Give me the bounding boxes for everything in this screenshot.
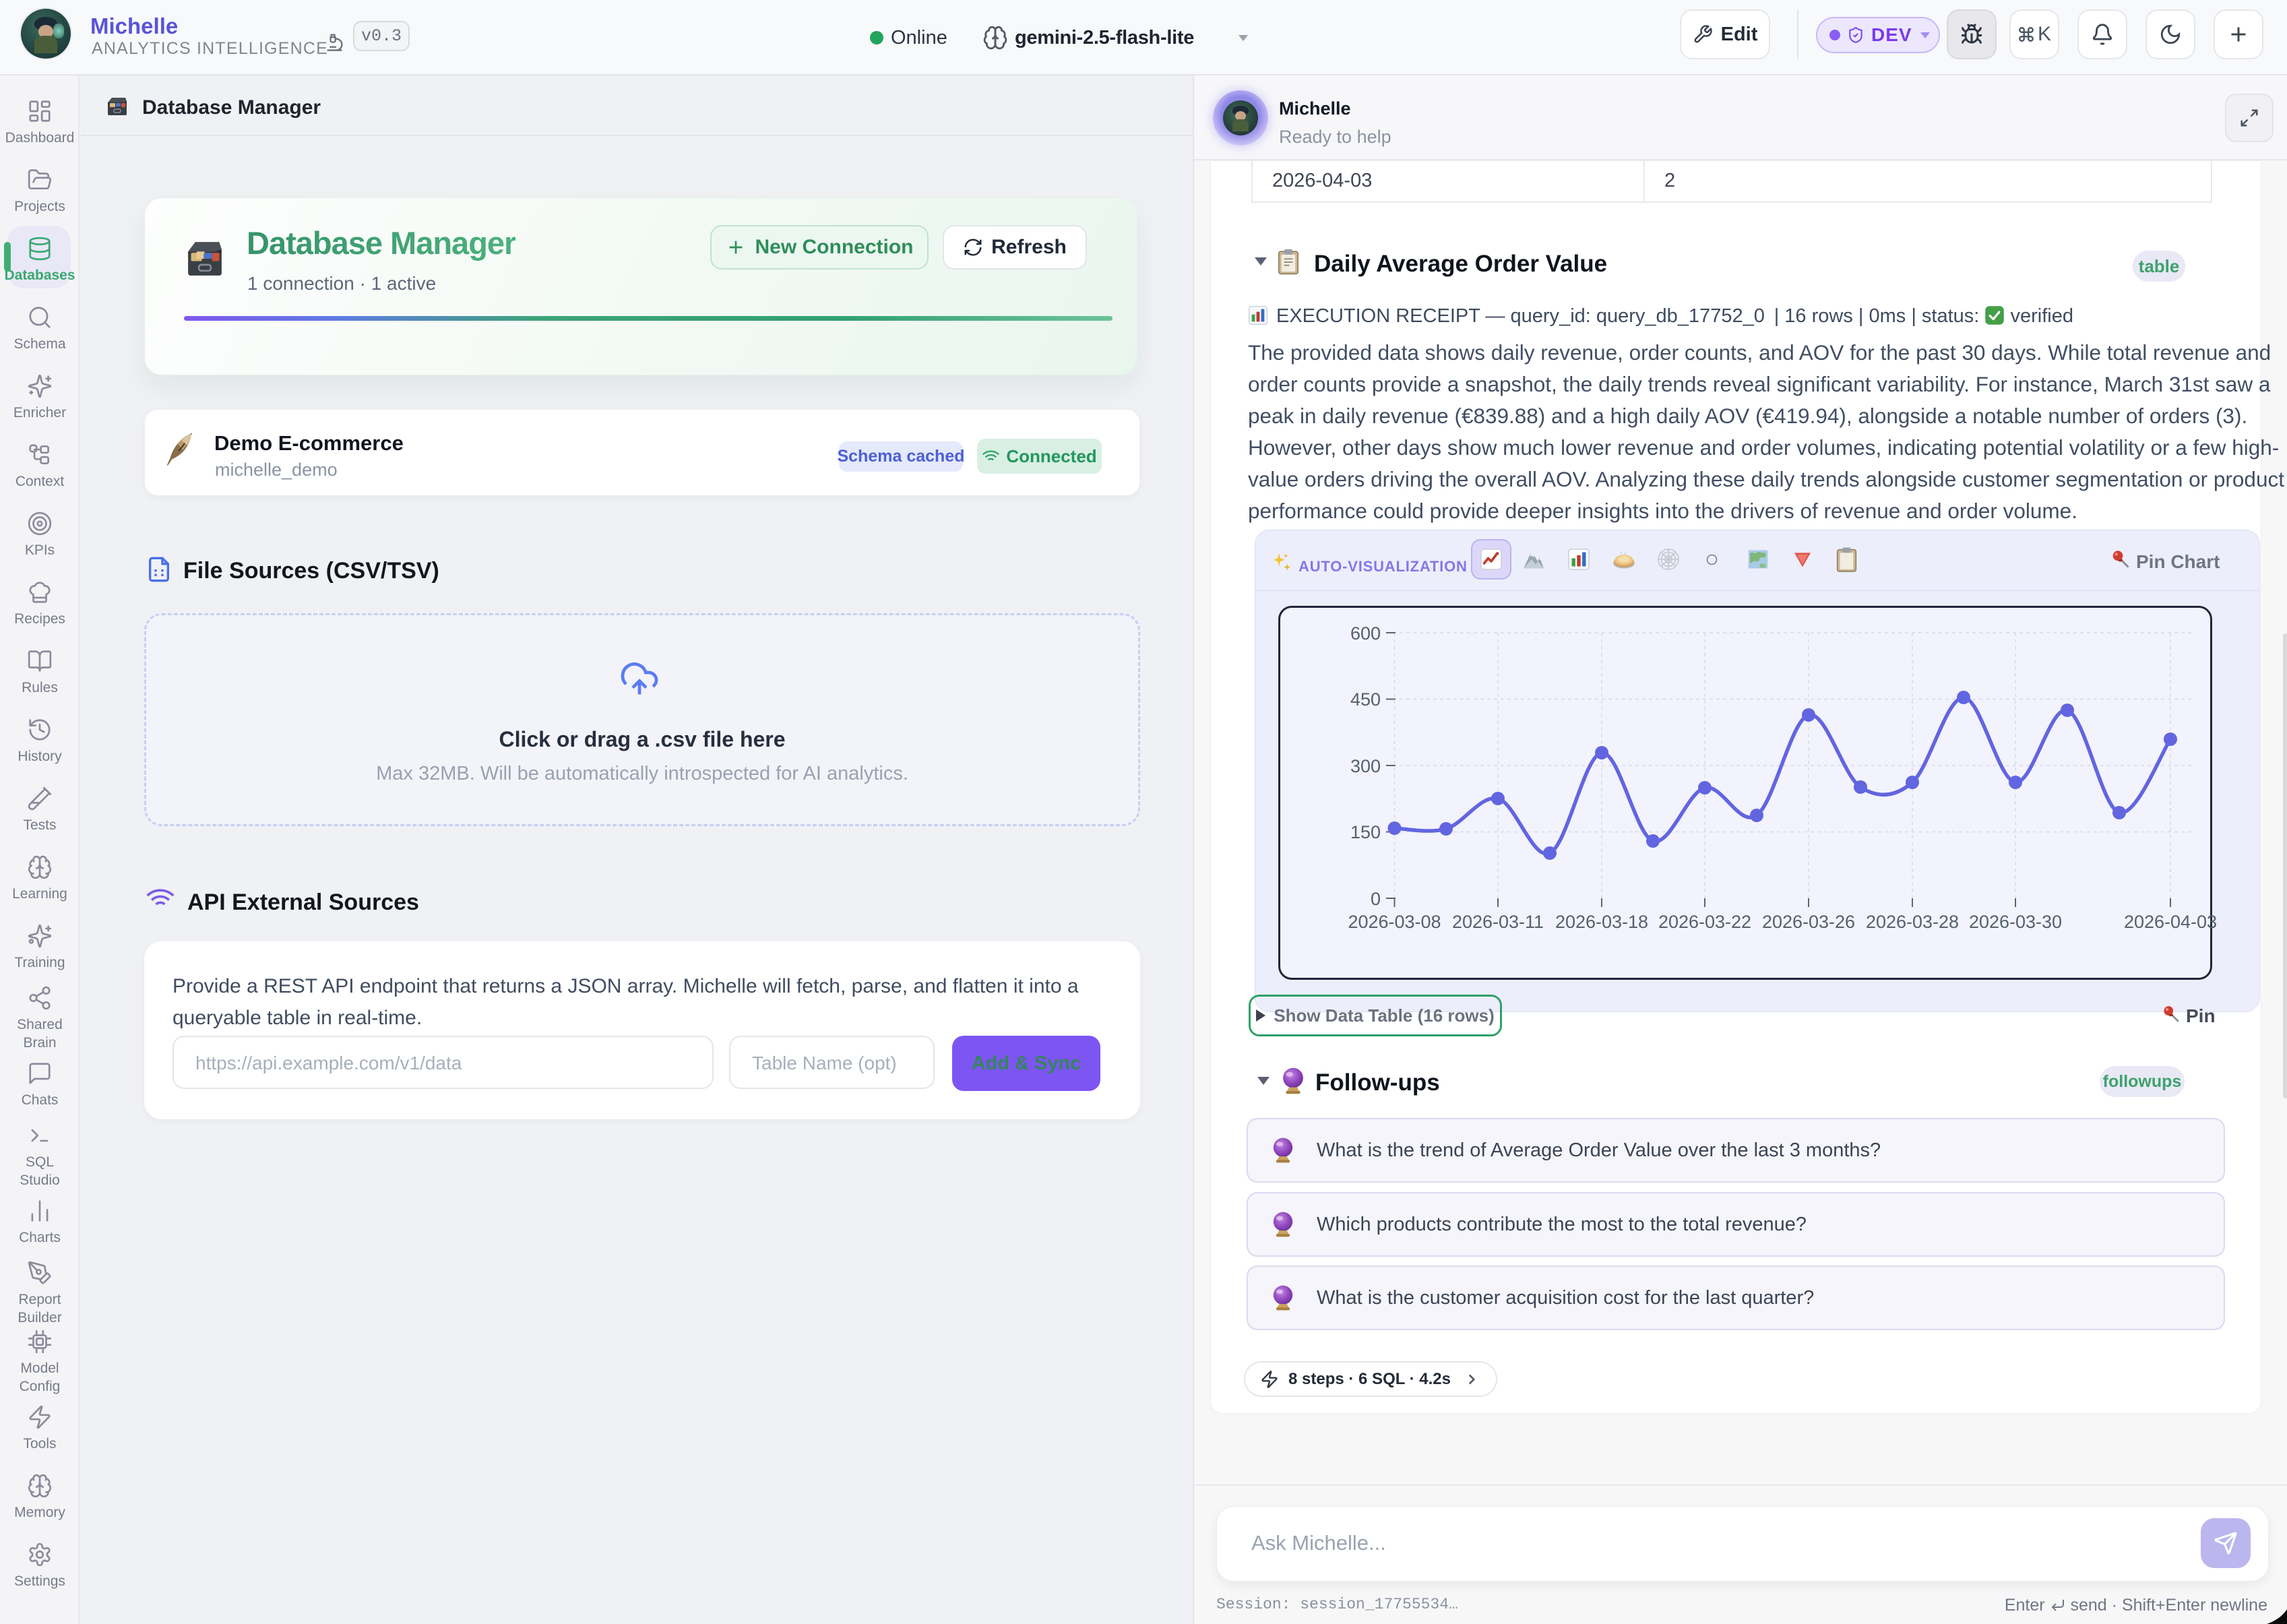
svg-text:0: 0 xyxy=(1371,889,1381,909)
svg-text:450: 450 xyxy=(1350,689,1381,710)
svg-text:2026-03-28: 2026-03-28 xyxy=(1866,912,1959,932)
svg-text:300: 300 xyxy=(1350,756,1381,776)
svg-text:2026-03-22: 2026-03-22 xyxy=(1658,912,1751,932)
svg-text:2026-03-18: 2026-03-18 xyxy=(1555,912,1648,932)
svg-text:2026-03-11: 2026-03-11 xyxy=(1452,912,1544,932)
svg-text:2026-04-03: 2026-04-03 xyxy=(2124,912,2217,932)
svg-text:150: 150 xyxy=(1350,822,1381,842)
svg-text:2026-03-26: 2026-03-26 xyxy=(1762,912,1855,932)
svg-text:600: 600 xyxy=(1350,623,1381,644)
svg-text:2026-03-08: 2026-03-08 xyxy=(1348,912,1441,932)
svg-text:2026-03-30: 2026-03-30 xyxy=(1969,912,2062,932)
